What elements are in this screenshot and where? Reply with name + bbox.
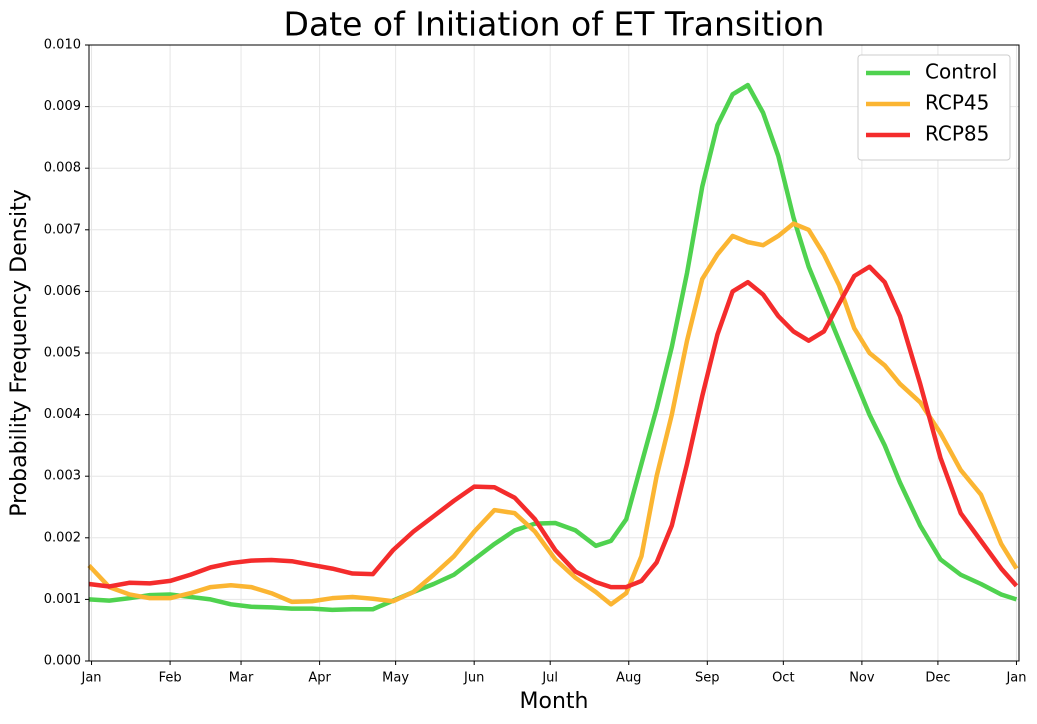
x-tick-label: Jan <box>81 671 102 686</box>
x-tick-label: Dec <box>925 671 950 686</box>
x-tick-label: May <box>382 671 409 686</box>
legend-label: RCP85 <box>925 122 989 146</box>
x-tick-label: Jan <box>1005 671 1026 686</box>
y-tick-label: 0.003 <box>44 469 81 484</box>
y-tick-label: 0.004 <box>44 407 81 422</box>
y-tick-label: 0.001 <box>44 592 81 607</box>
y-axis-label: Probability Frequency Density <box>7 189 32 517</box>
y-tick-label: 0.010 <box>44 38 81 53</box>
y-tick-label: 0.007 <box>44 222 81 237</box>
series-line <box>87 221 1019 607</box>
chart-title: Date of Initiation of ET Transition <box>284 5 825 44</box>
x-tick-label: Feb <box>159 671 182 686</box>
plot-frame <box>88 44 1020 662</box>
legend-label: RCP45 <box>925 91 989 115</box>
x-tick-label: Jul <box>541 671 558 686</box>
x-tick-label: Jun <box>463 671 484 686</box>
x-tick-label: Aug <box>616 671 641 686</box>
y-tick-label: 0.002 <box>44 530 81 545</box>
y-tick-label: 0.005 <box>44 346 81 361</box>
series-line <box>88 82 1018 613</box>
x-tick-label: Nov <box>849 671 875 686</box>
x-tick-label: Sep <box>695 671 720 686</box>
y-tick-label: 0.009 <box>44 99 81 114</box>
legend-label: Control <box>925 60 997 84</box>
y-tick-label: 0.006 <box>44 284 81 299</box>
x-axis-label: Month <box>520 689 589 714</box>
y-tick-label: 0.000 <box>44 654 81 669</box>
x-tick-label: Mar <box>229 671 254 686</box>
y-tick-label: 0.008 <box>44 161 81 176</box>
x-tick-label: Oct <box>772 671 794 686</box>
x-tick-label: Apr <box>308 671 331 686</box>
series-line <box>88 264 1019 590</box>
